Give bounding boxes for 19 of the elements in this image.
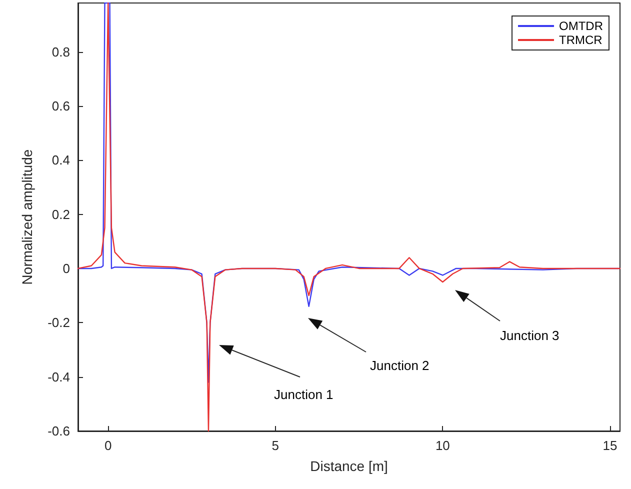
x-axis-title: Distance [m] <box>310 458 388 474</box>
y-tick-label: 0.2 <box>52 206 70 222</box>
annotation: Junction 3 <box>500 328 560 343</box>
y-tick-label: 0.8 <box>52 44 70 60</box>
y-tick-label: 0.6 <box>52 98 70 114</box>
x-tick-label: 0 <box>104 438 112 453</box>
y-tick-label: -0.6 <box>48 424 70 438</box>
annotation: Junction 1 <box>274 387 334 402</box>
x-tick-label: 5 <box>272 438 280 453</box>
y-tick-label: 0.4 <box>52 152 70 168</box>
legend-label: OMTDR <box>559 19 604 33</box>
legend-label: TRMCR <box>559 33 603 47</box>
y-tick-label: -0.4 <box>48 369 70 384</box>
x-tick-label: 10 <box>435 438 450 453</box>
x-tick-label: 15 <box>602 438 618 453</box>
annotation: Junction 2 <box>370 358 430 373</box>
y-tick-label: -0.2 <box>48 315 70 330</box>
y-axis-title: Normalized amplitude <box>19 149 35 285</box>
y-tick-label: 0 <box>62 260 70 276</box>
